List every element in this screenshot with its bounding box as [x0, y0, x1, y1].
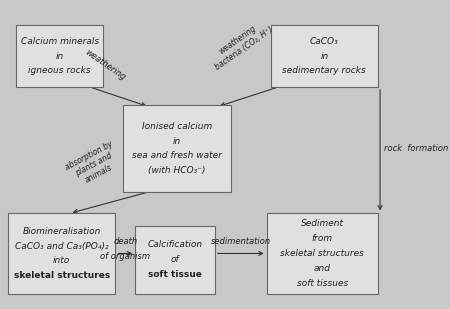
Text: (with HCO₃⁻): (with HCO₃⁻) — [148, 166, 206, 175]
Text: and: and — [314, 264, 331, 273]
FancyBboxPatch shape — [8, 214, 115, 294]
Text: sea and fresh water: sea and fresh water — [132, 151, 222, 160]
Text: igneous rocks: igneous rocks — [28, 66, 91, 75]
Text: Biomineralisation: Biomineralisation — [22, 227, 101, 236]
Text: from: from — [312, 234, 333, 243]
Text: skeletal structures: skeletal structures — [14, 271, 110, 280]
Text: Sediment: Sediment — [301, 219, 344, 228]
Text: soft tissue: soft tissue — [148, 270, 202, 279]
FancyBboxPatch shape — [135, 226, 215, 294]
Text: absorption by
plants and
animals: absorption by plants and animals — [63, 139, 124, 190]
Text: CaCO₃: CaCO₃ — [310, 37, 339, 46]
Text: sedimentation: sedimentation — [211, 237, 271, 246]
Text: in: in — [55, 52, 64, 61]
Text: skeletal structures: skeletal structures — [280, 249, 365, 258]
Text: Calcification: Calcification — [148, 240, 202, 249]
FancyBboxPatch shape — [16, 25, 104, 87]
Text: Calcium minerals: Calcium minerals — [21, 37, 99, 46]
Text: death: death — [113, 237, 137, 246]
Text: Ionised calcium: Ionised calcium — [142, 122, 212, 131]
FancyBboxPatch shape — [267, 214, 378, 294]
FancyBboxPatch shape — [270, 25, 378, 87]
Text: CaCO₃ and Ca₃(PO₄)₂: CaCO₃ and Ca₃(PO₄)₂ — [15, 242, 108, 251]
Text: sedimentary rocks: sedimentary rocks — [283, 66, 366, 75]
Text: of: of — [171, 255, 180, 264]
Text: in: in — [320, 52, 328, 61]
Text: of organism: of organism — [100, 252, 150, 261]
Text: in: in — [173, 137, 181, 146]
Text: into: into — [53, 256, 70, 265]
Text: soft tissues: soft tissues — [297, 279, 348, 288]
Text: rock  formation: rock formation — [384, 144, 448, 153]
Text: weathering: weathering — [84, 48, 127, 82]
FancyBboxPatch shape — [123, 105, 231, 192]
Text: weathering
bacteria (CO₂, H⁺): weathering bacteria (CO₂, H⁺) — [207, 16, 274, 71]
